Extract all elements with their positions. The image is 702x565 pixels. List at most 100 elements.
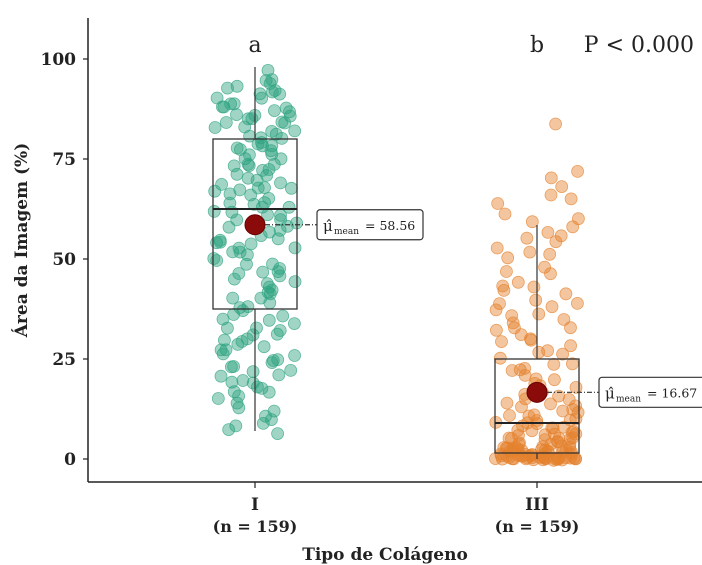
x-tick-label: III bbox=[525, 495, 549, 515]
y-tick-label: 100 bbox=[41, 50, 77, 70]
data-point bbox=[564, 192, 578, 206]
data-point bbox=[270, 327, 284, 341]
data-point bbox=[241, 112, 255, 126]
data-point bbox=[287, 317, 301, 331]
data-point bbox=[233, 143, 247, 156]
data-point bbox=[499, 265, 513, 278]
data-point bbox=[541, 225, 555, 239]
data-point bbox=[288, 124, 302, 138]
data-point bbox=[556, 404, 570, 418]
data-point bbox=[217, 100, 231, 114]
data-point bbox=[555, 180, 569, 194]
mean-point bbox=[526, 381, 548, 403]
data-point bbox=[489, 303, 503, 317]
data-point bbox=[527, 280, 541, 294]
data-point bbox=[276, 309, 290, 323]
data-point bbox=[214, 369, 228, 383]
data-point bbox=[543, 247, 557, 261]
data-point bbox=[495, 335, 508, 349]
data-point bbox=[220, 321, 234, 335]
data-point bbox=[250, 321, 263, 335]
data-point bbox=[524, 333, 538, 347]
data-point bbox=[278, 116, 292, 130]
data-point bbox=[544, 397, 557, 411]
data-point bbox=[230, 108, 243, 121]
data-point bbox=[273, 223, 287, 237]
y-tick-label: 50 bbox=[52, 250, 76, 270]
data-point bbox=[227, 272, 241, 286]
data-point bbox=[225, 375, 239, 389]
mean-label: μ̂ mean = 58.56 bbox=[316, 209, 424, 241]
data-point bbox=[272, 368, 286, 382]
data-point bbox=[266, 354, 280, 367]
data-point bbox=[490, 241, 504, 255]
data-point bbox=[263, 296, 277, 310]
data-point bbox=[544, 171, 558, 185]
data-point bbox=[274, 208, 287, 222]
data-point bbox=[288, 275, 302, 289]
data-point bbox=[511, 423, 525, 437]
mean-subscript: mean bbox=[616, 394, 641, 404]
data-point bbox=[246, 365, 260, 379]
data-point bbox=[259, 409, 272, 423]
data-point bbox=[210, 254, 224, 267]
data-point bbox=[549, 117, 562, 131]
data-point bbox=[254, 131, 268, 145]
data-point bbox=[271, 353, 285, 367]
x-axis-title: Tipo de Colágeno bbox=[302, 545, 468, 565]
data-point bbox=[566, 220, 580, 234]
data-point bbox=[219, 343, 233, 357]
data-point bbox=[547, 357, 561, 371]
data-point bbox=[232, 401, 246, 415]
data-point bbox=[210, 91, 224, 105]
data-point bbox=[520, 231, 534, 245]
data-point bbox=[501, 251, 515, 265]
p-value-label: P < 0.000 bbox=[584, 33, 694, 58]
data-point bbox=[508, 321, 521, 335]
significance-letter: a bbox=[248, 33, 261, 58]
data-point bbox=[515, 400, 528, 414]
data-point bbox=[539, 452, 553, 466]
data-point bbox=[564, 321, 577, 335]
data-point bbox=[219, 116, 233, 129]
data-point bbox=[260, 168, 274, 182]
data-point bbox=[227, 308, 241, 321]
data-point bbox=[226, 245, 240, 259]
mean-label-box bbox=[316, 209, 424, 241]
data-point bbox=[493, 351, 507, 365]
box-iqr bbox=[494, 358, 580, 454]
data-point bbox=[207, 204, 221, 218]
data-point bbox=[529, 293, 543, 307]
data-point bbox=[493, 297, 506, 311]
data-point bbox=[255, 200, 269, 214]
data-point bbox=[518, 368, 532, 382]
data-point bbox=[566, 431, 580, 445]
data-point bbox=[227, 360, 241, 373]
data-point bbox=[250, 380, 264, 394]
data-point bbox=[233, 245, 247, 259]
data-point bbox=[257, 340, 271, 354]
data-point bbox=[265, 356, 279, 370]
data-point bbox=[256, 265, 270, 279]
data-point bbox=[244, 188, 258, 202]
data-point bbox=[226, 291, 240, 305]
data-point bbox=[288, 241, 302, 255]
data-point bbox=[274, 152, 288, 166]
x-tick-label: I bbox=[251, 495, 259, 515]
data-point bbox=[222, 423, 236, 437]
axes: 0 25 50 75 100 I (n = 159) III (n = 159) bbox=[41, 18, 702, 536]
data-point bbox=[523, 245, 537, 259]
data-point bbox=[262, 313, 276, 327]
data-point bbox=[264, 413, 278, 427]
data-point bbox=[283, 105, 296, 119]
data-point bbox=[496, 279, 510, 293]
data-point bbox=[244, 237, 258, 251]
data-point bbox=[229, 419, 243, 433]
data-point bbox=[562, 393, 576, 406]
data-point bbox=[267, 104, 281, 117]
data-point bbox=[265, 124, 279, 138]
data-point bbox=[282, 200, 296, 214]
data-point bbox=[223, 187, 237, 201]
data-point bbox=[544, 188, 558, 202]
